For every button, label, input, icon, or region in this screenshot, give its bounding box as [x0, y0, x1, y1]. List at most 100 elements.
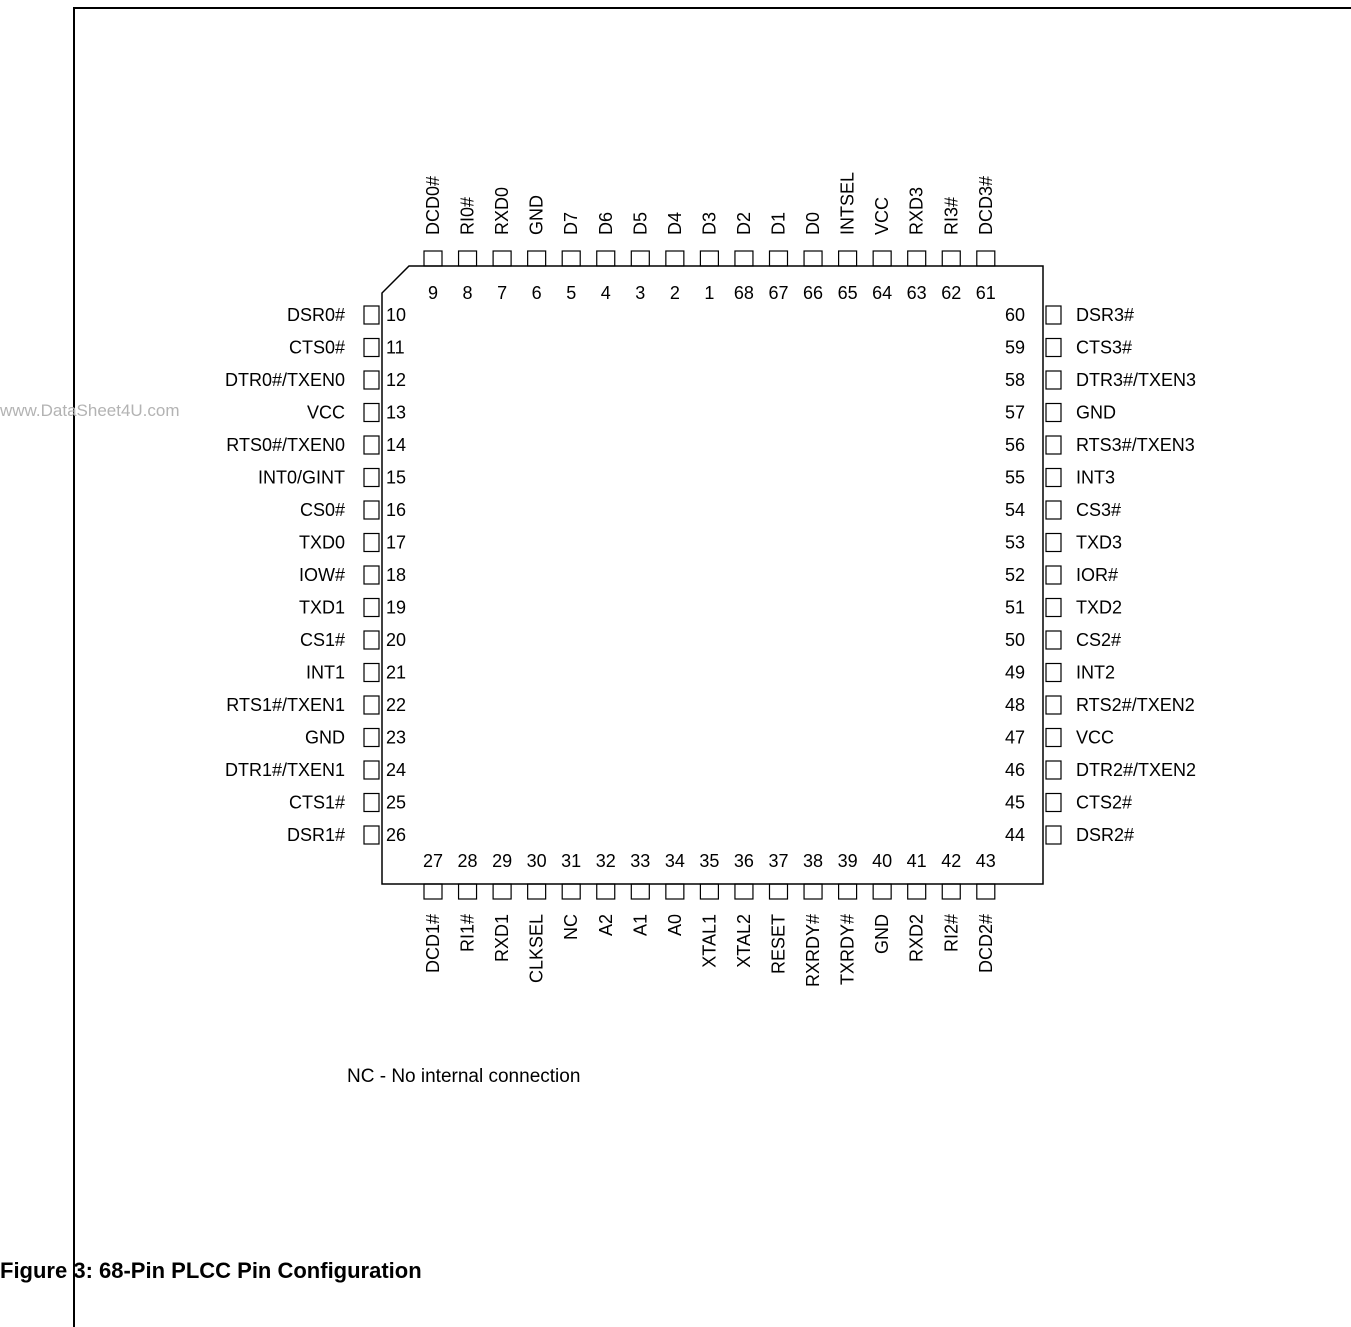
pin-label-48: RTS2#/TXEN2: [1076, 695, 1195, 715]
pin-number-55: 55: [1005, 468, 1025, 488]
pin-label-52: IOR#: [1076, 565, 1118, 585]
pins-top: 9 DCD0# 8 RI0# 7 RXD0 6 GND 5 D7 4 D6 3 D5 2 D4 1 D3 68 D2 6…: [423, 172, 996, 303]
pin-pad-45: [1045, 792, 1062, 813]
pin-pad-60: [1045, 305, 1062, 325]
pin-pad-66: [803, 250, 823, 267]
pin-number-33: 33: [630, 851, 650, 871]
pin-label-8: RI0#: [458, 197, 478, 235]
pin-pad-63: [907, 250, 927, 267]
pin-pad-25: [363, 792, 380, 813]
pin-number-57: 57: [1005, 403, 1025, 423]
pin-label-6: GND: [527, 195, 547, 235]
pin-label-58: DTR3#/TXEN3: [1076, 370, 1196, 390]
pin-label-33: A1: [630, 914, 650, 936]
pin-number-3: 3: [635, 283, 645, 303]
pin-label-13: VCC: [307, 403, 345, 423]
pin-pad-10: [363, 305, 380, 325]
pin-number-26: 26: [386, 825, 406, 845]
pin-pad-23: [363, 727, 380, 748]
pin-label-2: D4: [665, 212, 685, 235]
pin-label-50: CS2#: [1076, 630, 1121, 650]
pin-number-19: 19: [386, 598, 406, 618]
pin-label-16: CS0#: [300, 500, 345, 520]
pin-label-55: INT3: [1076, 468, 1115, 488]
chip-body: [381, 265, 1044, 885]
pin-label-45: CTS2#: [1076, 793, 1132, 813]
pin-number-11: 11: [386, 338, 405, 358]
pin-pad-54: [1045, 500, 1062, 520]
pin-label-40: GND: [872, 914, 892, 954]
pin-number-58: 58: [1005, 370, 1025, 390]
pin-pad-57: [1045, 402, 1062, 423]
pin-pad-47: [1045, 727, 1062, 748]
pin-number-51: 51: [1005, 598, 1025, 618]
pin-number-48: 48: [1005, 695, 1025, 715]
pin-pad-22: [363, 695, 380, 715]
pin-label-49: INT2: [1076, 663, 1115, 683]
pin-number-12: 12: [386, 370, 406, 390]
pin-number-7: 7: [497, 283, 507, 303]
nc-note: NC - No internal connection: [347, 1066, 581, 1087]
pin-number-65: 65: [838, 283, 858, 303]
pin-label-39: TXRDY#: [838, 914, 858, 985]
pin-pad-37: [768, 883, 789, 900]
pin-label-56: RTS3#/TXEN3: [1076, 435, 1195, 455]
pin-label-4: D6: [596, 212, 616, 235]
pin-label-51: TXD2: [1076, 598, 1122, 618]
pin-pad-67: [768, 250, 789, 267]
watermark: www.DataSheet4U.com: [0, 401, 180, 420]
pin-label-68: D2: [734, 212, 754, 235]
pin-number-21: 21: [386, 663, 406, 683]
pin-number-31: 31: [561, 851, 581, 871]
pin-pad-31: [561, 883, 581, 900]
pin-label-24: DTR1#/TXEN1: [225, 760, 345, 780]
pin-pad-20: [363, 630, 380, 650]
pin-pad-64: [872, 250, 892, 267]
pin-pad-65: [837, 250, 858, 267]
pin-label-61: DCD3#: [976, 176, 996, 235]
pin-pad-44: [1045, 825, 1062, 845]
pin-label-9: DCD0#: [423, 176, 443, 235]
pin-label-37: RESET: [769, 914, 789, 974]
pin-number-38: 38: [803, 851, 823, 871]
pin-pad-28: [457, 883, 478, 900]
pin-pad-34: [665, 883, 685, 900]
pin-number-14: 14: [386, 435, 406, 455]
pin-number-6: 6: [532, 283, 542, 303]
pin-label-38: RXRDY#: [803, 914, 823, 987]
pin-label-64: VCC: [872, 197, 892, 235]
pin-pad-5: [561, 250, 581, 267]
pin-pad-68: [734, 250, 754, 267]
pin-pad-42: [941, 883, 961, 900]
pin-label-65: INTSEL: [838, 172, 858, 235]
pin-label-35: XTAL1: [699, 914, 719, 968]
pin-pad-58: [1045, 370, 1062, 390]
pin-number-29: 29: [492, 851, 512, 871]
pin-pad-46: [1045, 760, 1062, 780]
pin-number-52: 52: [1005, 565, 1025, 585]
pin-number-30: 30: [527, 851, 547, 871]
pin-label-29: RXD1: [492, 914, 512, 962]
pin-number-27: 27: [423, 851, 443, 871]
pin-number-63: 63: [907, 283, 927, 303]
pin-pad-14: [363, 435, 380, 455]
pin-pad-48: [1045, 695, 1062, 715]
pin-number-22: 22: [386, 695, 406, 715]
pin-number-5: 5: [566, 283, 576, 303]
pin-number-42: 42: [941, 851, 961, 871]
pin-label-14: RTS0#/TXEN0: [226, 435, 345, 455]
pin-label-41: RXD2: [907, 914, 927, 962]
pin-pad-39: [837, 883, 858, 900]
pin-pad-55: [1045, 467, 1062, 488]
pin-pad-3: [630, 250, 650, 267]
pin-number-61: 61: [976, 283, 996, 303]
pin-pad-35: [699, 883, 720, 900]
pin-label-66: D0: [803, 212, 823, 235]
pin-number-20: 20: [386, 630, 406, 650]
pin-number-4: 4: [601, 283, 611, 303]
pin-pad-9: [423, 250, 443, 267]
pin-label-60: DSR3#: [1076, 305, 1134, 325]
pin-pad-40: [872, 883, 892, 900]
pin-pad-16: [363, 500, 380, 520]
pin-number-47: 47: [1005, 728, 1025, 748]
